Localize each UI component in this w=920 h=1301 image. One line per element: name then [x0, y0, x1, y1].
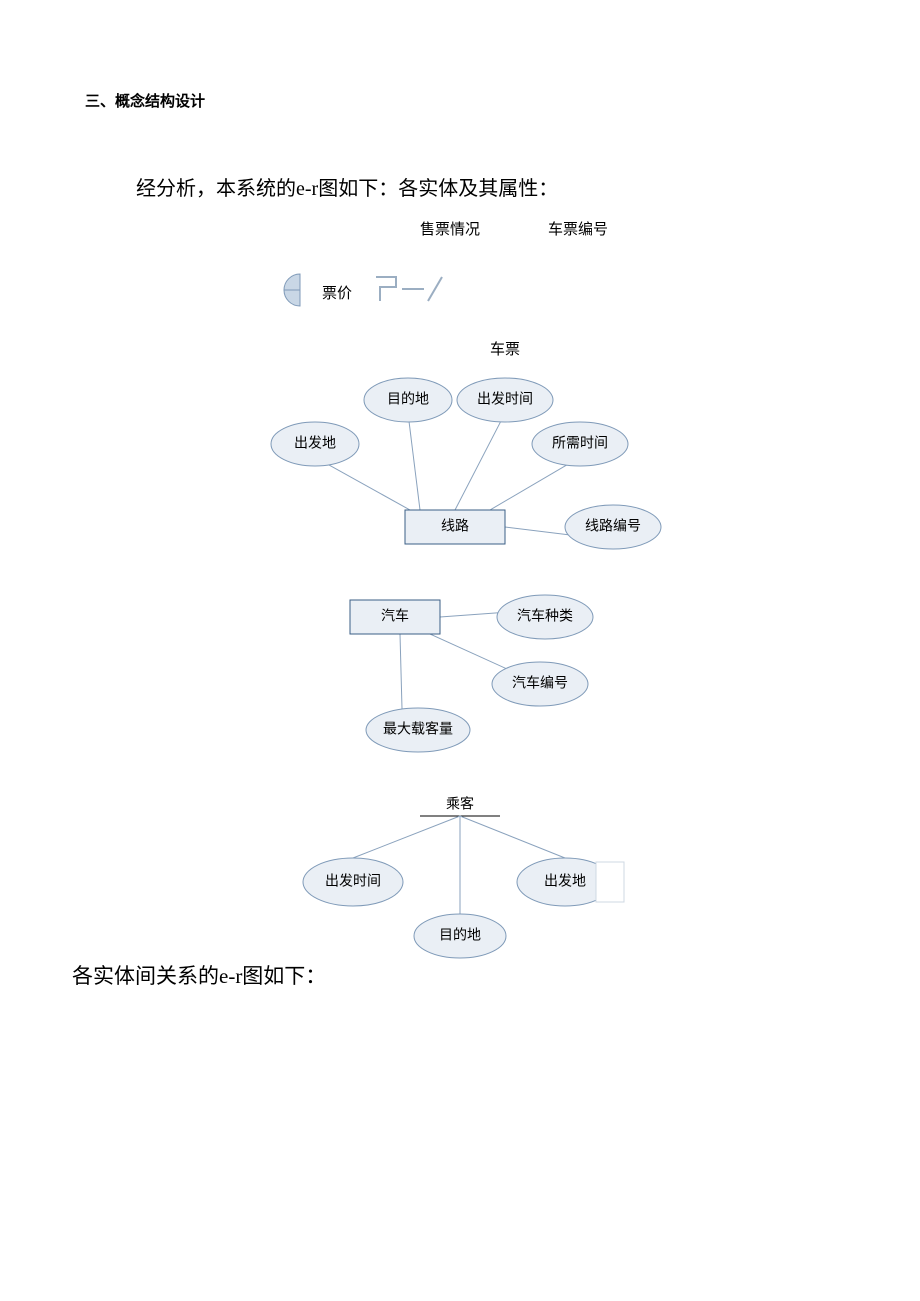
attr-ellipse-route_no: 线路编号 — [565, 505, 661, 549]
label-passenger: 乘客 — [446, 796, 474, 813]
svg-text:最大载客量: 最大载客量 — [383, 721, 453, 738]
attr-ellipse-capacity: 最大载客量 — [366, 708, 470, 752]
svg-text:汽车编号: 汽车编号 — [512, 675, 568, 692]
svg-text:线路: 线路 — [441, 519, 469, 535]
svg-text:目的地: 目的地 — [387, 392, 429, 408]
svg-text:目的地: 目的地 — [439, 928, 481, 944]
er-diagram-canvas: 线路目的地出发时间出发地所需时间线路编号汽车汽车种类汽车编号最大载客量乘客出发时… — [0, 0, 920, 1301]
edge-route-dest — [408, 413, 420, 510]
entity-rect-route: 线路 — [405, 510, 505, 544]
glyph-decoration — [376, 277, 442, 301]
attr-ellipse-depart_time: 出发时间 — [457, 378, 553, 422]
attr-ellipse-bus_kind: 汽车种类 — [497, 595, 593, 639]
attr-ellipse-p_depart_time: 出发时间 — [303, 858, 403, 906]
edge-passenger-p_depart_time — [353, 816, 460, 858]
svg-text:所需时间: 所需时间 — [552, 436, 608, 452]
attr-ellipse-dest: 目的地 — [364, 378, 452, 422]
entity-rect-bus: 汽车 — [350, 600, 440, 634]
partial-arc-icon — [284, 274, 300, 306]
attr-ellipse-bus_no: 汽车编号 — [492, 662, 588, 706]
attr-ellipse-origin: 出发地 — [271, 422, 359, 466]
edge-passenger-p_origin — [460, 816, 565, 858]
svg-text:出发时间: 出发时间 — [477, 392, 533, 408]
attr-ellipse-p_dest: 目的地 — [414, 914, 506, 958]
svg-text:出发地: 出发地 — [544, 874, 586, 890]
passenger-side-rect — [596, 862, 624, 902]
svg-text:出发时间: 出发时间 — [325, 874, 381, 890]
svg-text:线路编号: 线路编号 — [585, 519, 641, 535]
svg-text:汽车种类: 汽车种类 — [517, 608, 573, 625]
edge-route-depart_time — [455, 413, 505, 510]
svg-text:出发地: 出发地 — [294, 436, 336, 452]
svg-text:汽车: 汽车 — [381, 608, 409, 625]
attr-ellipse-duration: 所需时间 — [532, 422, 628, 466]
